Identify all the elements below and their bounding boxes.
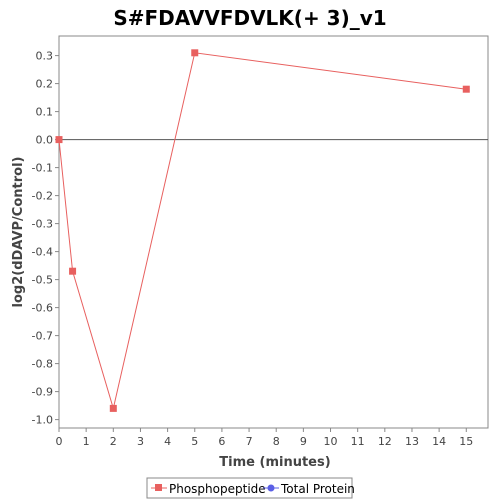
y-tick-label: 0.0: [36, 134, 54, 147]
y-axis-ticks: -1.0 -0.9 -0.8 -0.7 -0.6 -0.5 -0.4 -0.3 -0.2 -0.1…: [32, 50, 59, 427]
y-tick-label: 0.1: [36, 106, 54, 119]
y-tick-label: -0.2: [32, 190, 53, 203]
legend-phospho-marker: [155, 484, 162, 491]
x-tick-label: 5: [191, 435, 198, 448]
x-axis-ticks: 0 1 2 3 4 5 6 7 8 9 10 11 12 13 14 15: [56, 428, 473, 448]
x-tick-label: 3: [137, 435, 144, 448]
x-tick-label: 8: [273, 435, 280, 448]
y-tick-label: -0.3: [32, 218, 53, 231]
x-axis-label: Time (minutes): [219, 455, 330, 470]
data-point: [55, 136, 63, 144]
x-tick-label: 2: [110, 435, 117, 448]
legend-box: [146, 477, 353, 499]
y-tick-label: -0.4: [32, 246, 53, 259]
x-tick-label: 4: [164, 435, 171, 448]
y-tick-label: -0.6: [32, 302, 53, 315]
legend-protein-label: Total Protein: [280, 482, 355, 496]
x-tick-label: 6: [218, 435, 225, 448]
plot-area: [58, 35, 489, 429]
series-layer: [55, 49, 470, 412]
x-tick-label: 1: [83, 435, 90, 448]
y-tick-label: -0.8: [32, 358, 53, 371]
x-tick-label: 14: [432, 435, 446, 448]
legend-protein-marker: [267, 484, 275, 492]
y-tick-label: -0.7: [32, 330, 53, 343]
y-tick-label: 0.2: [36, 78, 54, 91]
x-tick-label: 10: [324, 435, 338, 448]
data-point: [109, 404, 117, 412]
data-point: [69, 267, 77, 275]
legend: Phosphopeptide Total Protein: [146, 477, 355, 499]
legend-phospho-label: Phosphopeptide: [169, 482, 266, 496]
chart-title: S#FDAVVFDVLK(+ 3)_v1: [113, 6, 386, 30]
x-tick-label: 13: [405, 435, 419, 448]
x-tick-label: 11: [351, 435, 365, 448]
y-tick-label: 0.3: [36, 50, 54, 63]
x-tick-label: 9: [300, 435, 307, 448]
x-tick-label: 12: [378, 435, 392, 448]
y-axis-label: log2(dDAVP/Control): [11, 157, 26, 308]
y-tick-label: -0.5: [32, 274, 53, 287]
y-tick-label: -1.0: [32, 414, 53, 427]
data-point: [462, 85, 470, 93]
x-tick-label: 0: [56, 435, 63, 448]
y-tick-label: -0.1: [32, 162, 53, 175]
x-tick-label: 7: [246, 435, 253, 448]
y-tick-label: -0.9: [32, 386, 53, 399]
x-tick-label: 15: [459, 435, 473, 448]
data-point: [191, 49, 199, 57]
